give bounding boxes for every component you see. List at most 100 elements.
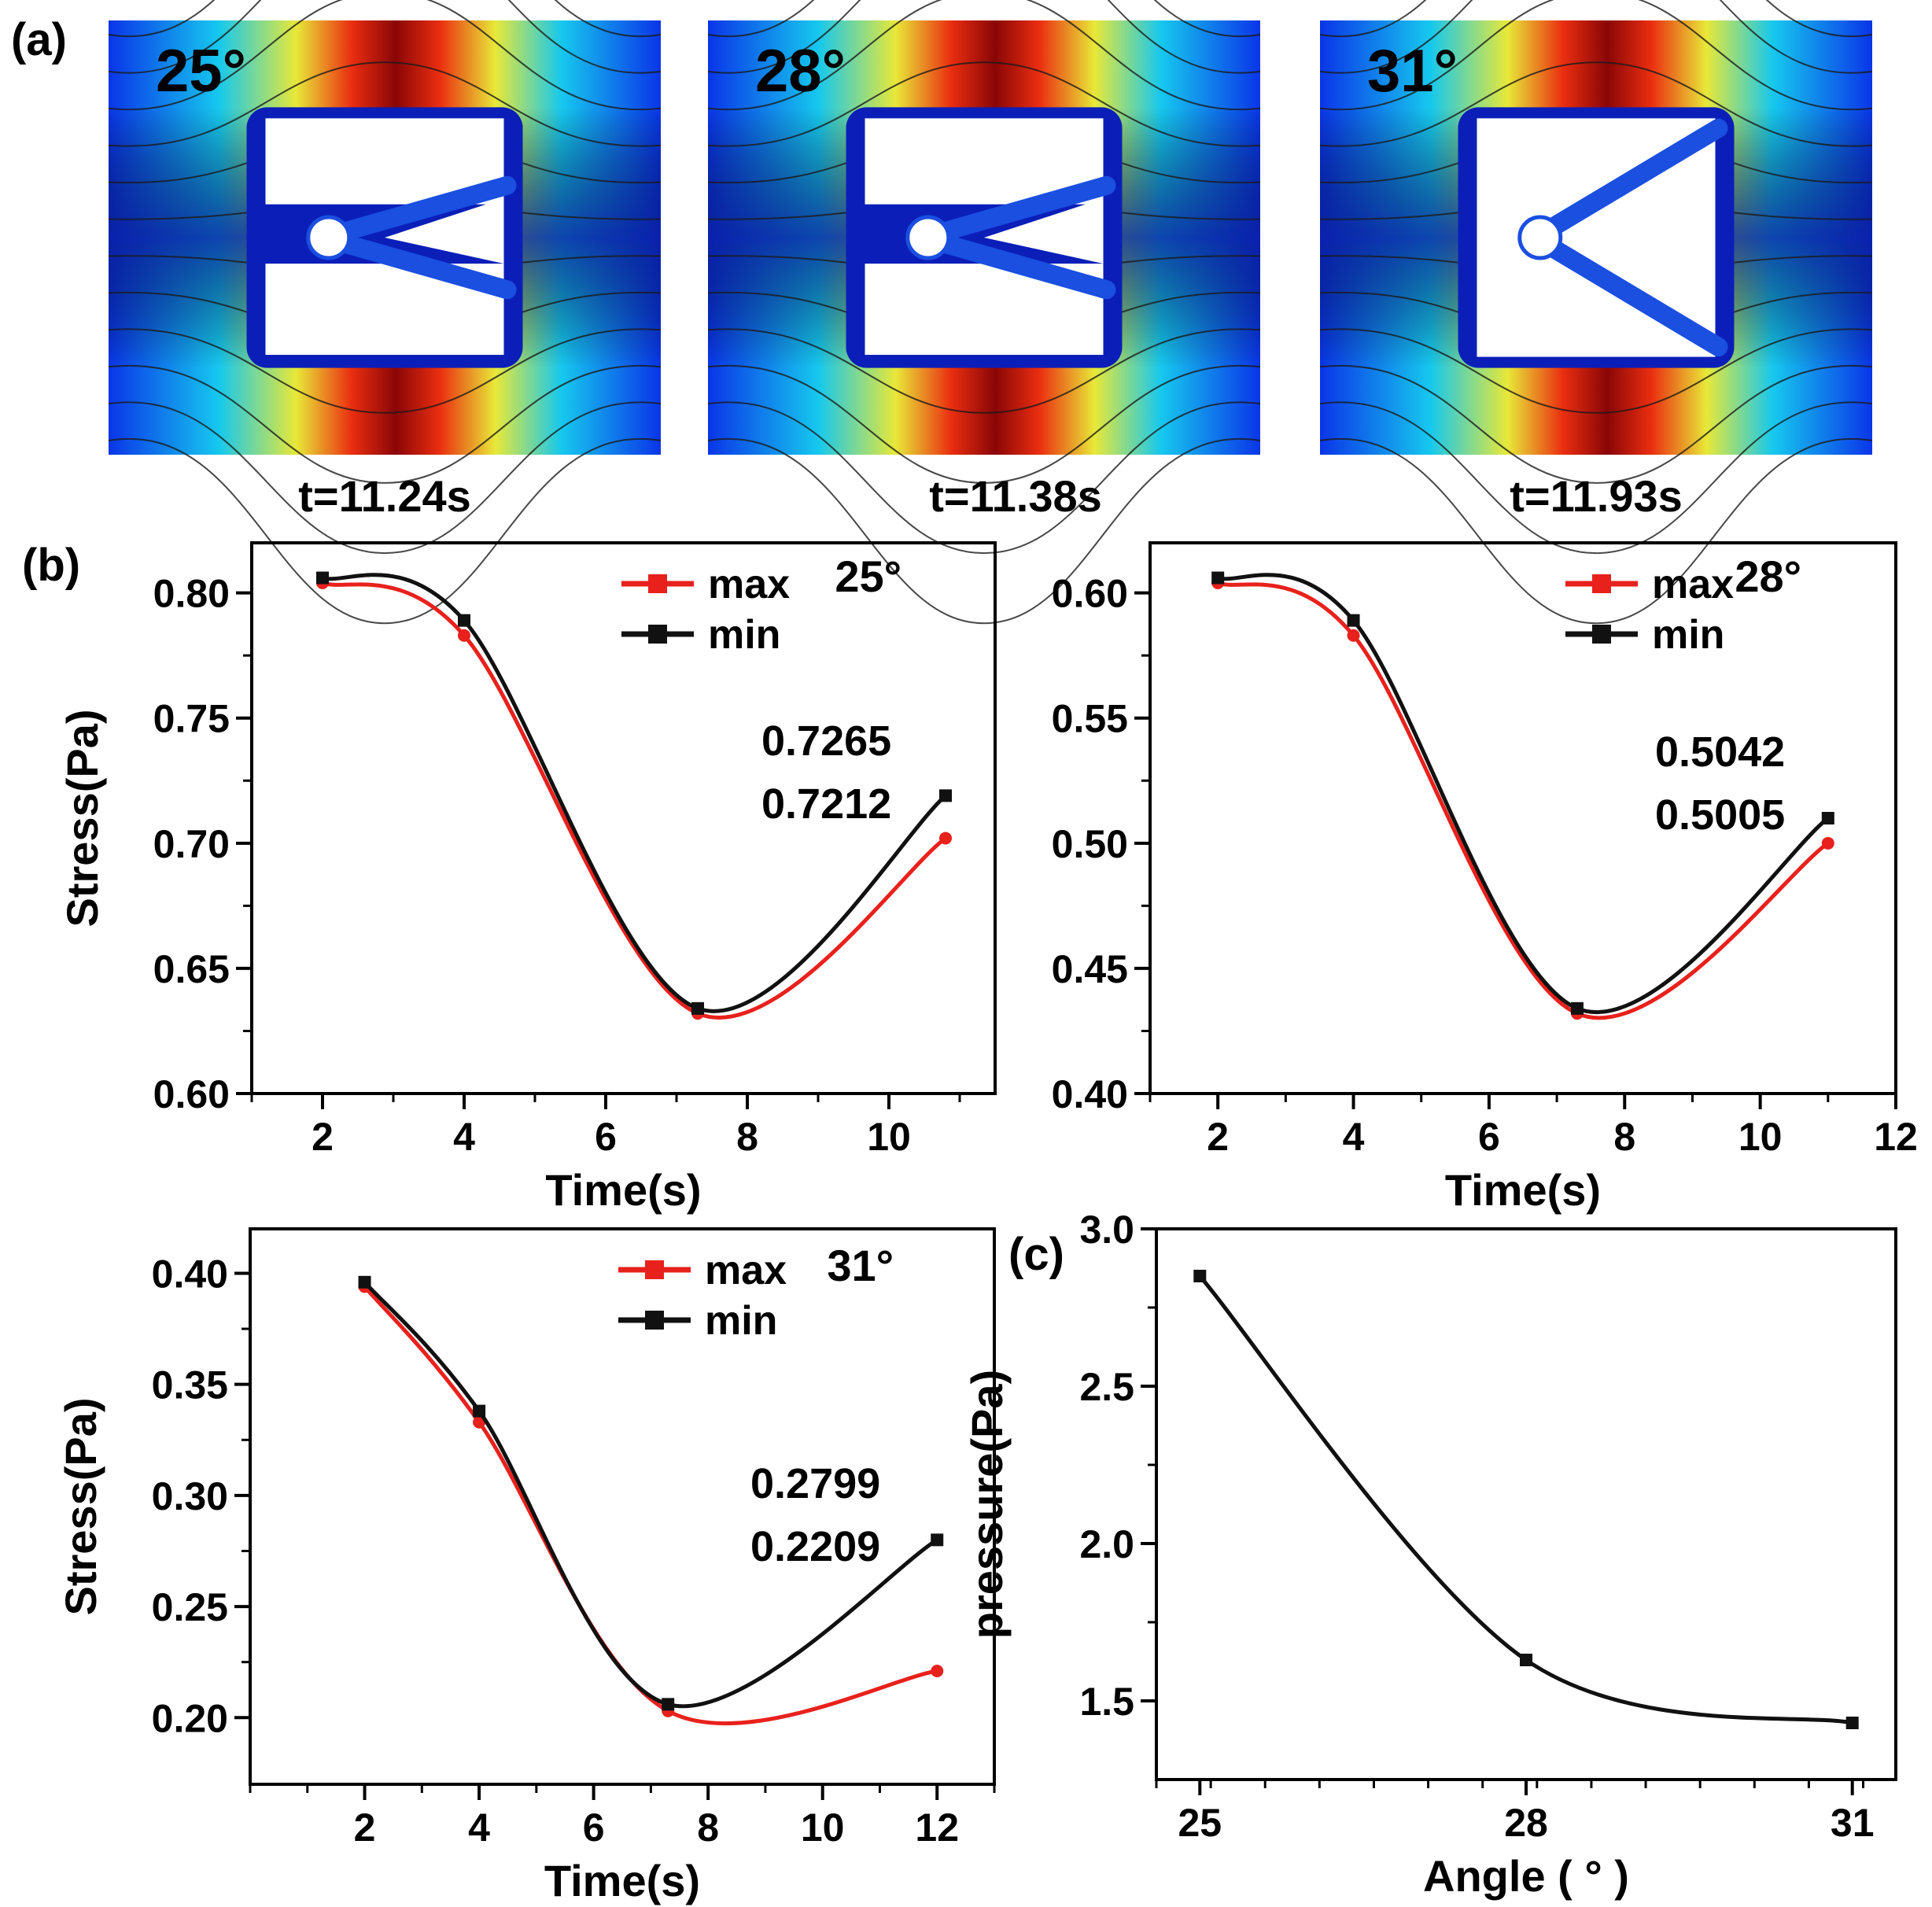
time-label: t=11.38s [929, 471, 1102, 521]
plot-frame [1155, 1227, 1897, 1781]
angle-label: 28° [755, 38, 846, 105]
x-axis-title: Angle ( ° ) [1423, 1851, 1629, 1901]
y-tick-label: 0.40 [152, 1252, 228, 1296]
legend-label-min: min [1652, 612, 1724, 658]
y-axis-title: Stress(Pa) [57, 709, 107, 927]
streamline [1319, 0, 1873, 111]
streamline [707, 437, 1261, 625]
x-tick-label: 31 [1831, 1801, 1875, 1845]
legend-marker-max [648, 574, 667, 593]
time-label: t=11.93s [1510, 471, 1683, 521]
y-tick-label: 0.65 [153, 947, 230, 991]
data-point-max [931, 1664, 944, 1677]
data-point-pressure [1193, 1270, 1207, 1282]
stress-chart-25: 2 4 6 8 10 0.60 0.65 0.70 0.75 0.80 Time(s) Stress(… [57, 541, 997, 1215]
cavity-wedge [984, 198, 1104, 264]
streamline [108, 0, 662, 111]
value-annotation: 0.7212 [761, 780, 891, 828]
data-point-min [939, 789, 952, 802]
panel-label-a: (a) [11, 14, 67, 65]
y-tick-label: 0.45 [1052, 947, 1128, 991]
panel-label-b: (b) [22, 540, 80, 591]
data-point-min [691, 1001, 704, 1015]
legend-marker-max [1592, 574, 1611, 593]
y-tick-label: 0.50 [1052, 822, 1128, 866]
y-tick-label: 0.55 [1052, 697, 1128, 741]
y-axis-title: pressure(Pa) [962, 1370, 1012, 1639]
streamline [1319, 364, 1873, 484]
x-tick-label: 12 [1874, 1115, 1918, 1159]
x-tick-label: 2 [1207, 1115, 1229, 1159]
streamline [1319, 0, 1873, 74]
streamline [707, 364, 1261, 484]
simulation-panel: 28° t=11.38s [707, 0, 1261, 625]
y-axis-title: Stress(Pa) [56, 1397, 105, 1615]
x-tick-label: 10 [1738, 1115, 1783, 1159]
angle-label: 28° [1735, 551, 1801, 601]
data-point-min [1570, 1001, 1584, 1015]
x-tick-label: 6 [595, 1115, 617, 1159]
data-point-pressure [1520, 1654, 1532, 1666]
y-tick-label: 0.25 [152, 1585, 228, 1629]
x-tick-label: 25 [1178, 1801, 1222, 1845]
value-annotation: 0.5042 [1655, 728, 1785, 776]
legend-label-min: min [705, 1298, 777, 1344]
x-tick-label: 4 [1343, 1115, 1365, 1159]
y-tick-label: 0.80 [153, 572, 230, 616]
data-point-min [662, 1698, 675, 1711]
angle-label: 25° [835, 551, 901, 601]
y-tick-label: 0.60 [1052, 572, 1128, 616]
y-tick-label: 0.70 [153, 822, 230, 866]
y-tick-label: 1.5 [1079, 1680, 1134, 1724]
stress-chart-31: 2 4 6 8 10 12 0.20 0.25 0.30 0.35 0.40 Time(s) Stres… [56, 1227, 996, 1905]
streamline [108, 0, 662, 74]
value-annotation: 0.2209 [750, 1523, 880, 1570]
arm-upper [913, 175, 1116, 247]
y-tick-label: 0.30 [152, 1474, 228, 1518]
y-tick-label: 0.35 [152, 1363, 228, 1407]
data-point-min [458, 614, 470, 627]
streamline [108, 437, 662, 625]
legend-label-min: min [708, 612, 780, 658]
series-line-pressure [1198, 1274, 1853, 1725]
streamline [1319, 0, 1873, 38]
data-point-max [1347, 629, 1360, 642]
arm-lower [314, 228, 517, 300]
x-axis-title: Time(s) [544, 1856, 700, 1905]
legend-label-max: max [708, 562, 790, 607]
x-tick-label: 10 [867, 1115, 911, 1159]
streamline [707, 0, 1261, 111]
x-tick-label: 28 [1504, 1801, 1548, 1845]
y-tick-label: 2.5 [1079, 1365, 1134, 1409]
x-tick-label: 6 [1478, 1115, 1500, 1159]
plot-frame [250, 541, 997, 1095]
particle [1517, 215, 1563, 260]
streamline [1319, 437, 1873, 625]
x-tick-label: 2 [354, 1806, 376, 1850]
series-line-min [1217, 573, 1830, 1015]
legend-marker-max [645, 1260, 664, 1279]
streamline [707, 61, 1261, 147]
series-line-max [322, 581, 947, 1020]
angle-label: 25° [156, 38, 246, 105]
streamline [707, 328, 1261, 414]
streamline [108, 61, 662, 147]
streamline [108, 328, 662, 414]
streamline [707, 401, 1261, 555]
x-tick-label: 12 [915, 1806, 959, 1850]
x-axis-title: Time(s) [1445, 1165, 1601, 1215]
arm-lower [913, 228, 1116, 300]
streamline [108, 364, 662, 484]
y-tick-label: 2.0 [1079, 1522, 1134, 1566]
panel-label-c: (c) [1008, 1229, 1064, 1280]
y-tick-label: 0.40 [1052, 1072, 1128, 1116]
streamline [108, 0, 662, 38]
x-axis-title: Time(s) [545, 1165, 701, 1215]
legend-marker-min [648, 625, 667, 644]
x-tick-label: 10 [801, 1806, 845, 1850]
cavity-wedge [385, 198, 504, 264]
x-tick-label: 4 [468, 1806, 490, 1850]
y-tick-label: 0.60 [153, 1072, 230, 1116]
data-point-min [1211, 571, 1225, 585]
